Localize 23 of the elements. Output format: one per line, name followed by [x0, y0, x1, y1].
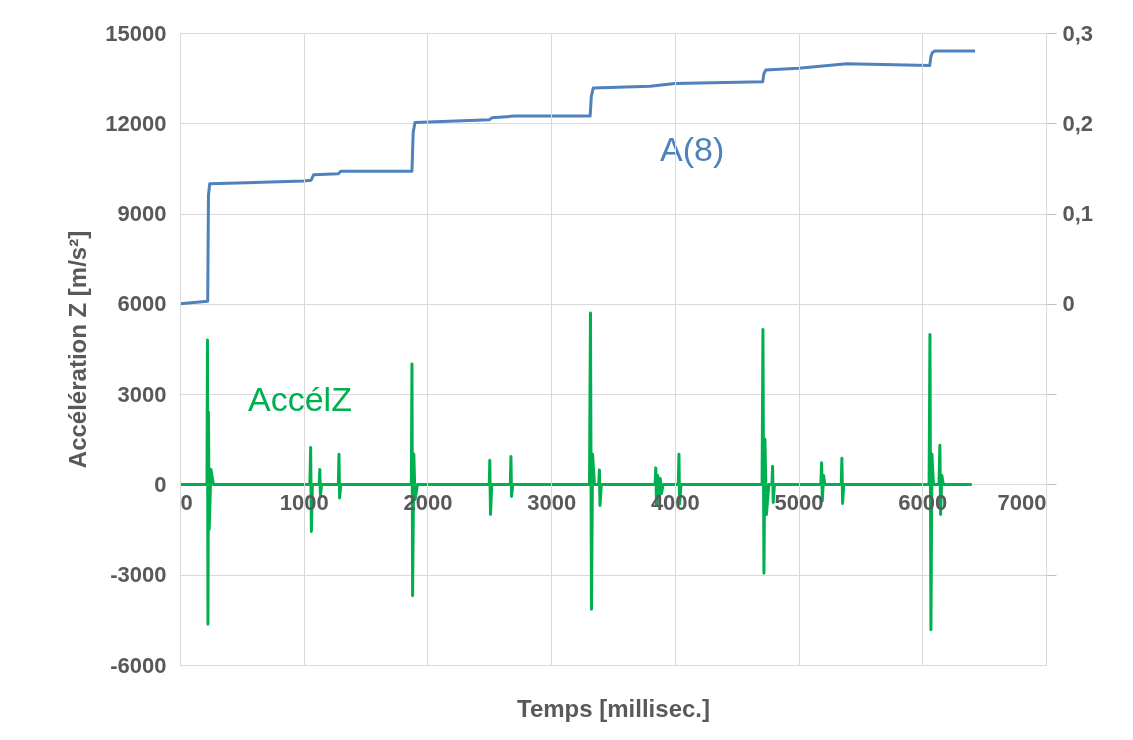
y-tick-label: 0	[154, 471, 167, 497]
y-tick-label: 6000	[117, 291, 167, 317]
y-tick-label: 12000	[105, 110, 167, 136]
line-series	[180, 311, 974, 632]
x-tick-label: 0	[180, 489, 193, 515]
x-axis-title: Temps [millisec.]	[517, 694, 710, 722]
y-tick-label: 9000	[117, 201, 167, 227]
y2-tick-label: 0,3	[1062, 20, 1094, 46]
series-label: A(8)	[660, 130, 725, 168]
y-tick-label: -3000	[110, 562, 167, 588]
y-tick-label: 15000	[105, 20, 167, 46]
x-tick-label: 4000	[650, 489, 700, 515]
y2-tick-label: 0,1	[1062, 201, 1094, 227]
y-tick-label: -6000	[110, 652, 167, 678]
x-tick-label: 7000	[997, 489, 1047, 515]
x-tick-label: 5000	[774, 489, 824, 515]
y2-tick-label: 0,2	[1062, 110, 1094, 136]
y2-tick-label: 0	[1062, 291, 1075, 317]
x-tick-label: 3000	[527, 489, 577, 515]
series-label: AccélZ	[248, 380, 352, 418]
line-series	[180, 49, 977, 306]
y-axis-title: Accélération Z [m/s²]	[64, 230, 92, 469]
y-tick-label: 3000	[117, 381, 167, 407]
